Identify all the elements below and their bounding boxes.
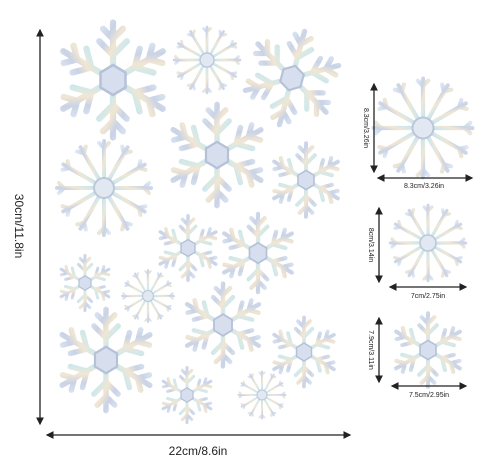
snowflakes — [56, 19, 472, 423]
sample-height-label: 7.9cm/3.11in — [367, 330, 374, 370]
width-label: 22cm/8.6in — [169, 444, 228, 458]
height-label: 30cm/11.8in — [12, 194, 26, 258]
sample-width-label: 7cm/2.75in — [411, 293, 445, 300]
sample-width-label: 7.5cm/2.95in — [409, 392, 449, 399]
dimension-lines — [36, 28, 474, 439]
sample-width-label: 8.3cm/3.26in — [404, 183, 444, 190]
sample-height-label: 8cm/3.14in — [367, 228, 374, 262]
sample-height-label: 8.3cm/3.26in — [362, 108, 369, 148]
